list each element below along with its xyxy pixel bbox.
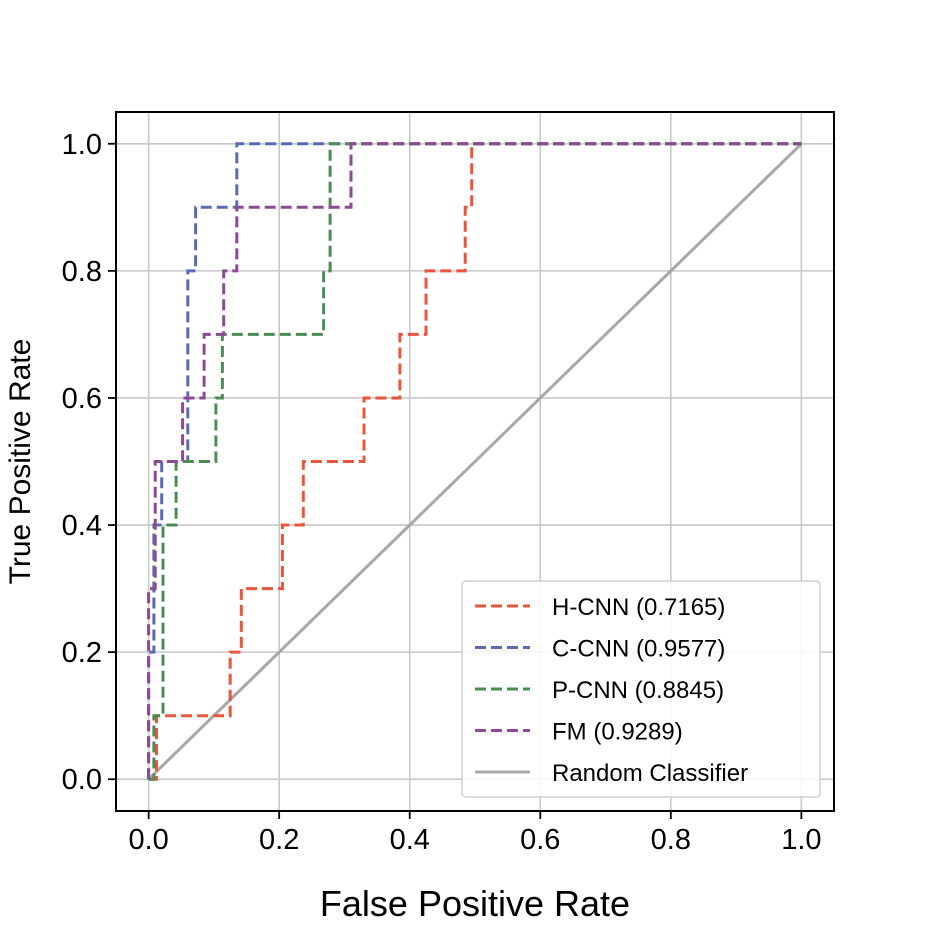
- legend-label-2: P-CNN (0.8845): [552, 677, 724, 704]
- legend: H-CNN (0.7165) C-CNN (0.9577) P-CNN (0.884…: [461, 580, 821, 798]
- y-tick-label: 0.6: [62, 383, 102, 415]
- y-tick-label: 0.0: [62, 764, 102, 796]
- y-tick-label: 0.2: [62, 637, 102, 669]
- series-line-2: [148, 142, 802, 781]
- plot-frame: [115, 111, 835, 812]
- x-axis-label: False Positive Rate: [320, 883, 630, 924]
- legend-box: [461, 580, 821, 798]
- x-tick-label: 0.2: [259, 824, 299, 856]
- series-line-3: [147, 142, 802, 780]
- legend-label-4: Random Classifier: [552, 760, 748, 787]
- series-lines: [147, 142, 803, 781]
- x-axis-ticks: 0.0 0.2 0.4 0.6 0.8 1.0: [128, 811, 822, 856]
- y-axis-ticks: 0.0 0.2 0.4 0.6 0.8 1.0: [62, 129, 116, 796]
- x-tick-label: 0.0: [128, 824, 168, 856]
- x-tick-label: 1.0: [781, 824, 821, 856]
- legend-label-1: C-CNN (0.9577): [552, 636, 725, 663]
- y-tick-label: 0.8: [62, 256, 102, 288]
- series-line-4: [147, 142, 803, 781]
- y-tick-label: 1.0: [62, 129, 102, 161]
- x-tick-label: 0.4: [390, 824, 430, 856]
- y-tick-label: 0.4: [62, 510, 102, 542]
- series-line-0: [148, 142, 802, 781]
- legend-label-0: H-CNN (0.7165): [552, 594, 725, 621]
- x-tick-label: 0.8: [651, 824, 691, 856]
- x-tick-label: 0.6: [520, 824, 560, 856]
- legend-label-3: FM (0.9289): [552, 719, 683, 746]
- y-axis-label: True Positive Rate: [4, 339, 37, 585]
